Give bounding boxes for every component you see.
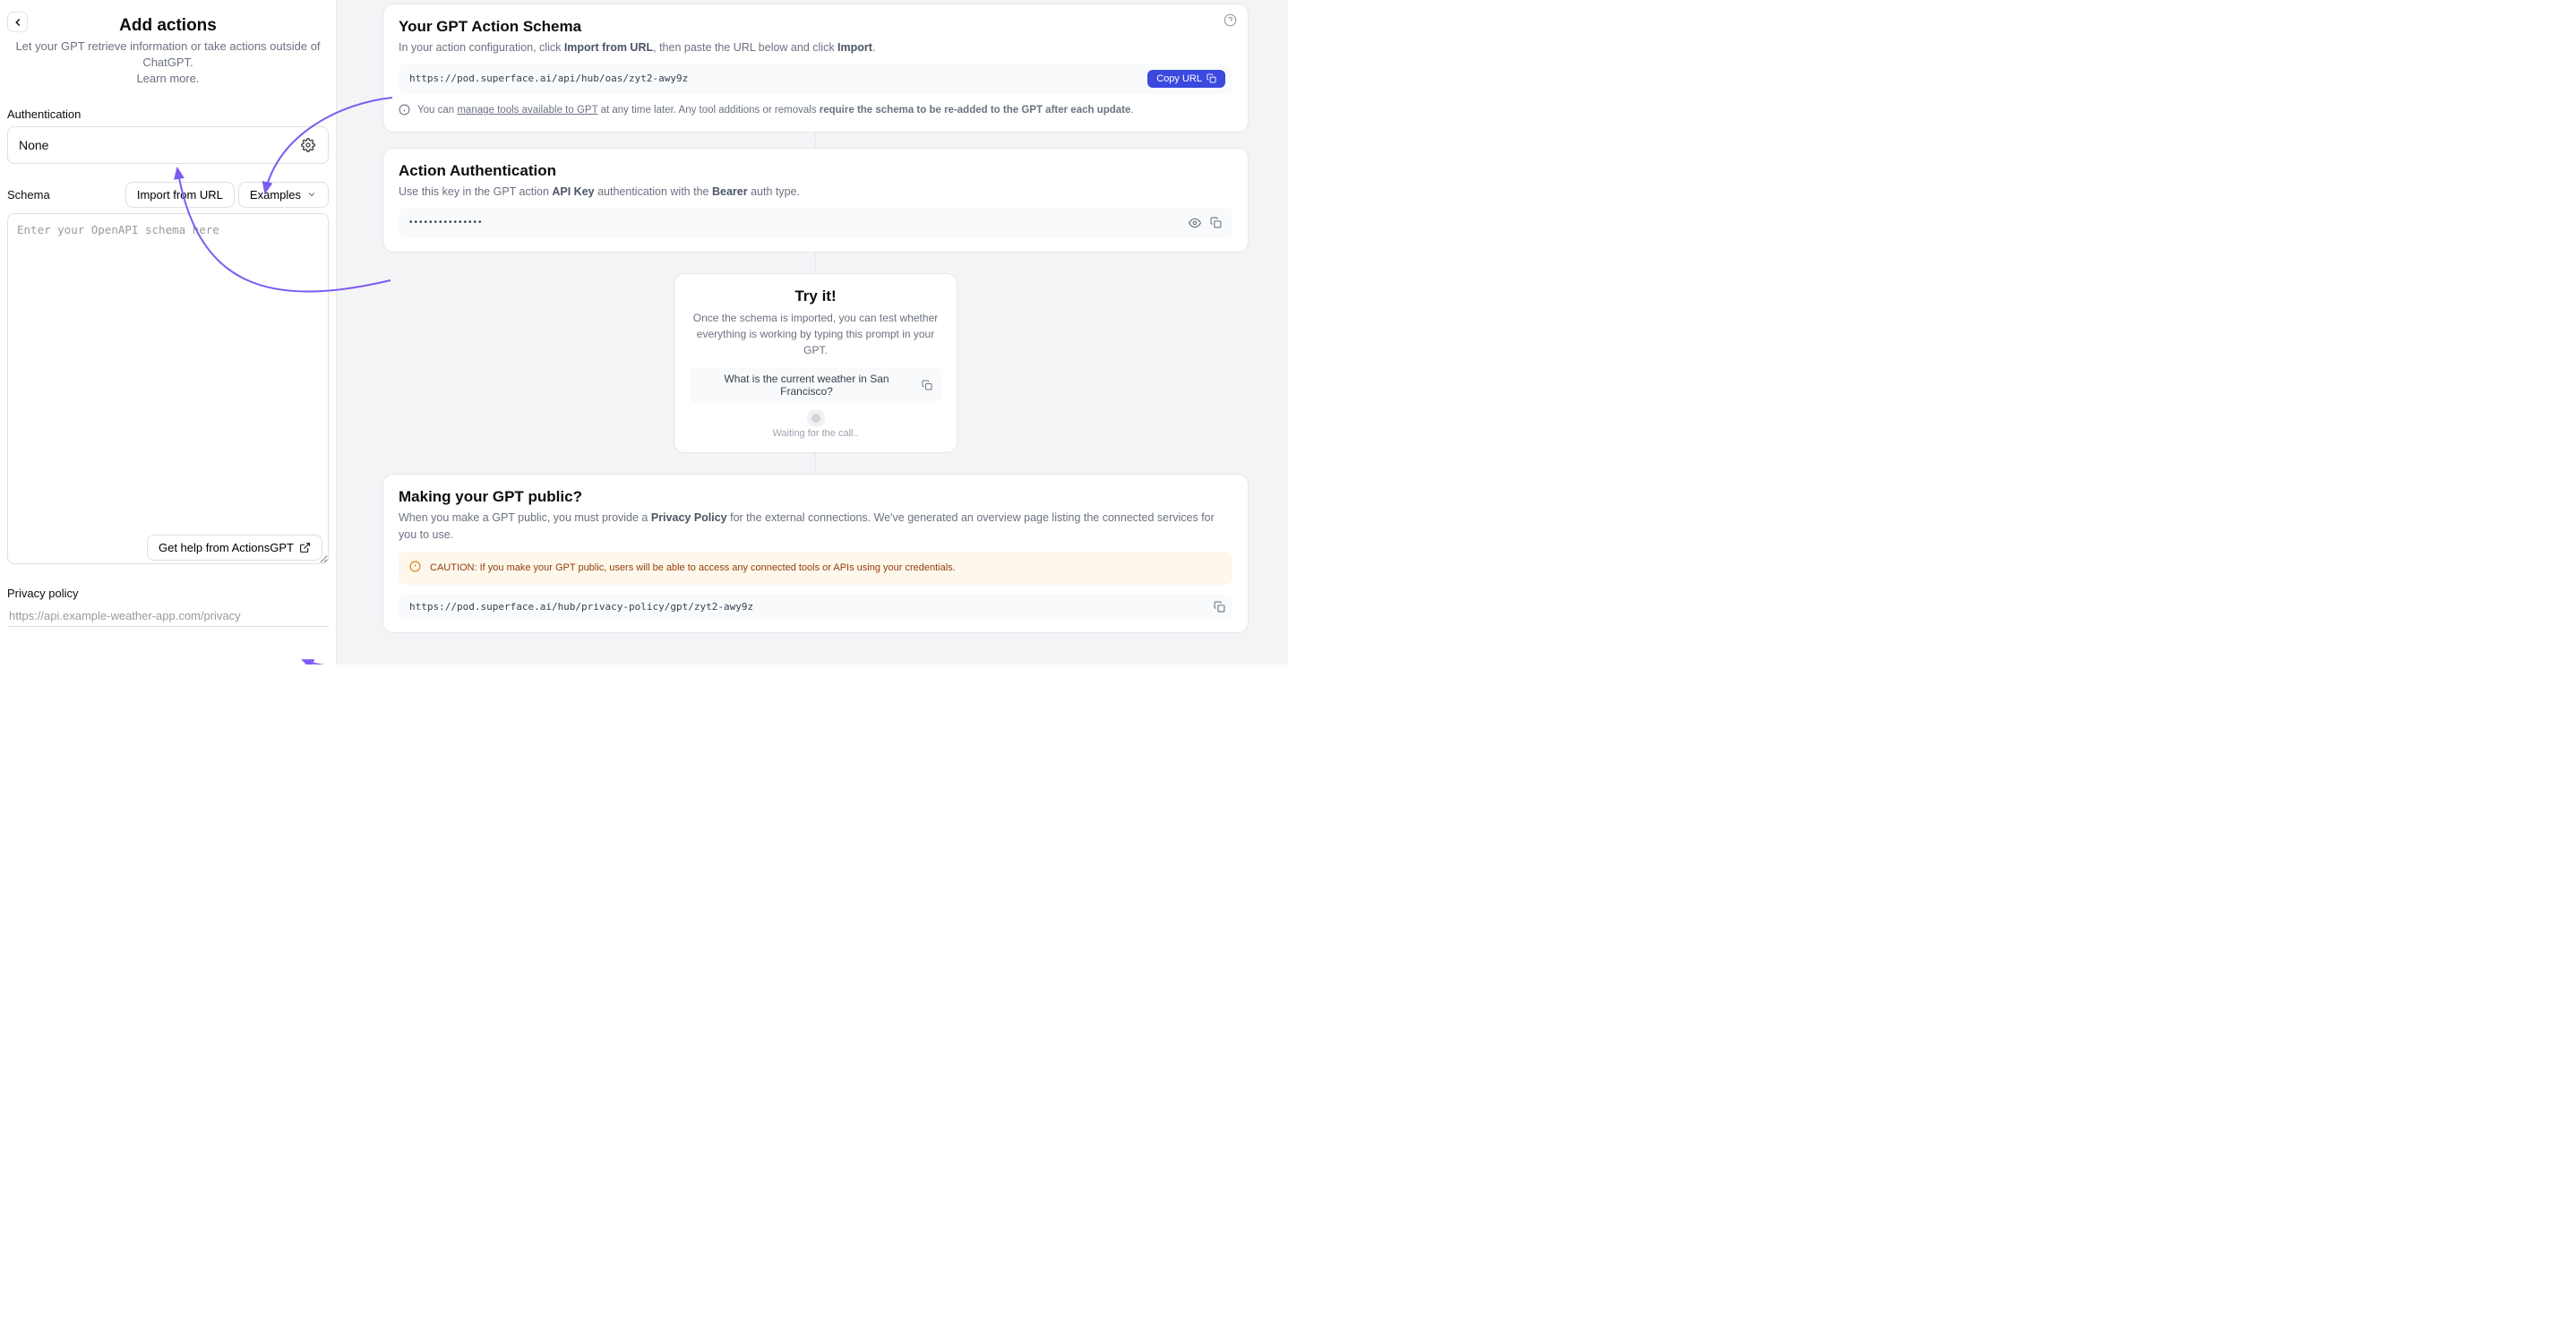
gear-icon <box>301 138 315 152</box>
eye-icon <box>1189 217 1201 229</box>
schema-info-note: You can manage tools available to GPT at… <box>399 103 1232 118</box>
prompt-text: What is the current weather in San Franc… <box>699 373 914 398</box>
copy-privacy-url-button[interactable] <box>1214 601 1225 613</box>
copy-icon <box>922 380 932 390</box>
help-icon <box>1224 13 1237 27</box>
schema-card: Your GPT Action Schema In your action co… <box>382 4 1249 133</box>
auth-card: Action Authentication Use this key in th… <box>382 148 1249 253</box>
privacy-url-box: https://pod.superface.ai/hub/privacy-pol… <box>399 595 1232 619</box>
learn-more-link[interactable]: Learn more. <box>136 72 199 85</box>
examples-dropdown[interactable]: Examples <box>238 182 329 208</box>
caution-text: CAUTION: If you make your GPT public, us… <box>430 561 956 576</box>
back-button[interactable] <box>7 12 28 32</box>
privacy-url-text: https://pod.superface.ai/hub/privacy-pol… <box>409 601 753 613</box>
prompt-box: What is the current weather in San Franc… <box>690 367 941 403</box>
try-card: Try it! Once the schema is imported, you… <box>674 273 957 453</box>
schema-textarea[interactable] <box>7 213 329 564</box>
connector-1 <box>382 133 1249 148</box>
external-link-icon <box>299 542 311 553</box>
auth-label: Authentication <box>7 107 329 121</box>
reveal-key-button[interactable] <box>1189 217 1201 229</box>
help-button[interactable] <box>1224 13 1237 27</box>
copy-icon <box>1214 601 1225 613</box>
auth-box: None <box>7 126 329 164</box>
loading-indicator: Waiting for the call.. <box>690 414 941 439</box>
info-icon <box>399 104 410 116</box>
import-from-url-button[interactable]: Import from URL <box>125 182 235 208</box>
right-panel: Your GPT Action Schema In your action co… <box>343 0 1288 664</box>
auth-card-body: Use this key in the GPT action API Key a… <box>399 184 1232 201</box>
schema-card-title: Your GPT Action Schema <box>399 18 1232 36</box>
pulse-dot-icon <box>811 414 820 423</box>
left-panel: Add actions Let your GPT retrieve inform… <box>0 0 336 664</box>
connector-3 <box>674 453 957 474</box>
api-key-box: ••••••••••••••• <box>399 208 1232 238</box>
caution-box: CAUTION: If you make your GPT public, us… <box>399 552 1232 585</box>
copy-key-button[interactable] <box>1210 217 1222 229</box>
auth-settings-button[interactable] <box>297 134 319 156</box>
chevron-left-icon <box>12 16 24 29</box>
panel-divider <box>336 0 343 664</box>
examples-label: Examples <box>250 188 301 201</box>
actionsgpt-button[interactable]: Get help from ActionsGPT <box>147 535 322 561</box>
public-card-title: Making your GPT public? <box>399 488 1232 506</box>
copy-url-button[interactable]: Copy URL <box>1147 70 1225 88</box>
schema-url-text: https://pod.superface.ai/api/hub/oas/zyt… <box>409 73 688 84</box>
auth-value: None <box>19 138 48 152</box>
waiting-text: Waiting for the call.. <box>690 428 941 439</box>
auth-card-title: Action Authentication <box>399 162 1232 180</box>
copy-icon <box>1206 73 1216 83</box>
chevron-down-icon <box>306 189 317 200</box>
privacy-policy-input[interactable] <box>7 605 329 627</box>
try-card-title: Try it! <box>690 287 941 305</box>
privacy-label: Privacy policy <box>7 587 329 600</box>
copy-prompt-button[interactable] <box>922 380 932 390</box>
actionsgpt-label: Get help from ActionsGPT <box>159 541 294 554</box>
copy-icon <box>1210 217 1222 228</box>
page-subtitle: Let your GPT retrieve information or tak… <box>7 39 329 71</box>
schema-card-body: In your action configuration, click Impo… <box>399 39 1232 56</box>
import-from-url-label: Import from URL <box>137 188 223 201</box>
schema-label: Schema <box>7 188 50 201</box>
manage-tools-link[interactable]: manage tools available to GPT <box>457 105 597 116</box>
left-header: Add actions Let your GPT retrieve inform… <box>7 12 329 88</box>
connector-2 <box>674 253 957 273</box>
page-title: Add actions <box>7 16 329 36</box>
copy-url-label: Copy URL <box>1156 73 1202 84</box>
warning-icon <box>409 561 421 572</box>
schema-url-box: https://pod.superface.ai/api/hub/oas/zyt… <box>399 64 1232 94</box>
public-card-body: When you make a GPT public, you must pro… <box>399 510 1232 544</box>
try-card-body: Once the schema is imported, you can tes… <box>690 310 941 358</box>
api-key-masked: ••••••••••••••• <box>409 218 484 227</box>
public-card: Making your GPT public? When you make a … <box>382 474 1249 633</box>
